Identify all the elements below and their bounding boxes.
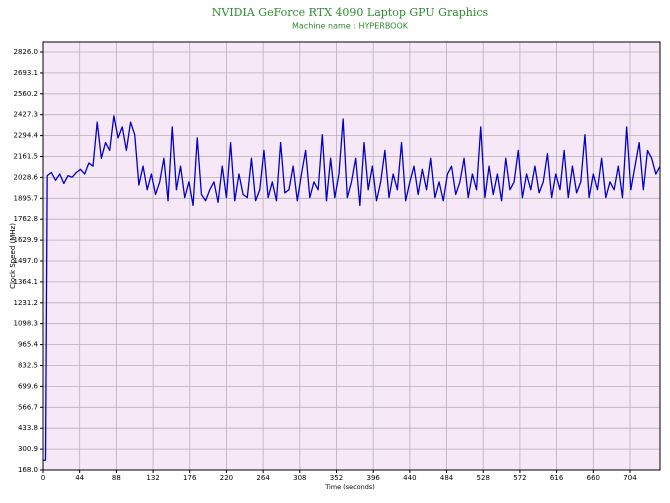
y-tick-label: 2161.5 (14, 153, 39, 161)
x-tick-label: 220 (220, 474, 233, 482)
x-tick-label: 572 (513, 474, 526, 482)
y-axis-label: Clock Speed (MHz) (9, 223, 17, 289)
x-tick-label: 0 (41, 474, 45, 482)
y-tick-label: 2560.2 (14, 90, 39, 98)
x-tick-label: 704 (623, 474, 637, 482)
x-tick-label: 176 (183, 474, 197, 482)
y-tick-label: 1762.8 (14, 215, 39, 223)
plot-area (42, 41, 661, 471)
y-tick-label: 1364.1 (14, 278, 39, 286)
y-tick-label: 1629.9 (14, 236, 39, 244)
x-tick-label: 440 (403, 474, 416, 482)
chart-subtitle: Machine name : HYPERBOOK (292, 22, 409, 31)
y-tick-label: 168.0 (18, 466, 38, 474)
x-tick-label: 88 (112, 474, 121, 482)
y-tick-label: 2294.4 (14, 132, 39, 140)
y-tick-label: 2693.1 (14, 69, 39, 77)
x-tick-label: 352 (330, 474, 343, 482)
x-tick-label: 396 (366, 474, 380, 482)
y-tick-label: 300.9 (18, 445, 38, 453)
x-axis-label: Time (seconds) (324, 483, 375, 491)
y-tick-label: 1231.2 (14, 299, 39, 307)
chart-title: NVIDIA GeForce RTX 4090 Laptop GPU Graph… (212, 6, 489, 19)
x-tick-label: 308 (293, 474, 306, 482)
y-tick-label: 699.6 (18, 382, 39, 390)
data-line (43, 115, 661, 461)
x-tick-label: 484 (440, 474, 454, 482)
x-tick-label: 616 (550, 474, 564, 482)
x-tick-label: 660 (587, 474, 600, 482)
y-tick-label: 2427.3 (14, 111, 39, 119)
y-tick-label: 433.8 (18, 424, 38, 432)
y-tick-label: 566.7 (18, 403, 38, 411)
plot-border (42, 41, 661, 471)
y-tick-label: 2826.0 (14, 48, 39, 56)
y-tick-label: 1497.0 (14, 257, 39, 265)
y-tick-label: 965.4 (18, 341, 39, 349)
y-tick-label: 1098.3 (14, 320, 39, 328)
y-tick-label: 1895.7 (14, 194, 39, 202)
y-tick-label: 2028.6 (14, 173, 39, 181)
x-tick-label: 132 (146, 474, 159, 482)
x-tick-label: 264 (256, 474, 270, 482)
y-tick-label: 832.5 (18, 362, 38, 370)
x-tick-label: 44 (75, 474, 84, 482)
x-tick-label: 528 (477, 474, 490, 482)
